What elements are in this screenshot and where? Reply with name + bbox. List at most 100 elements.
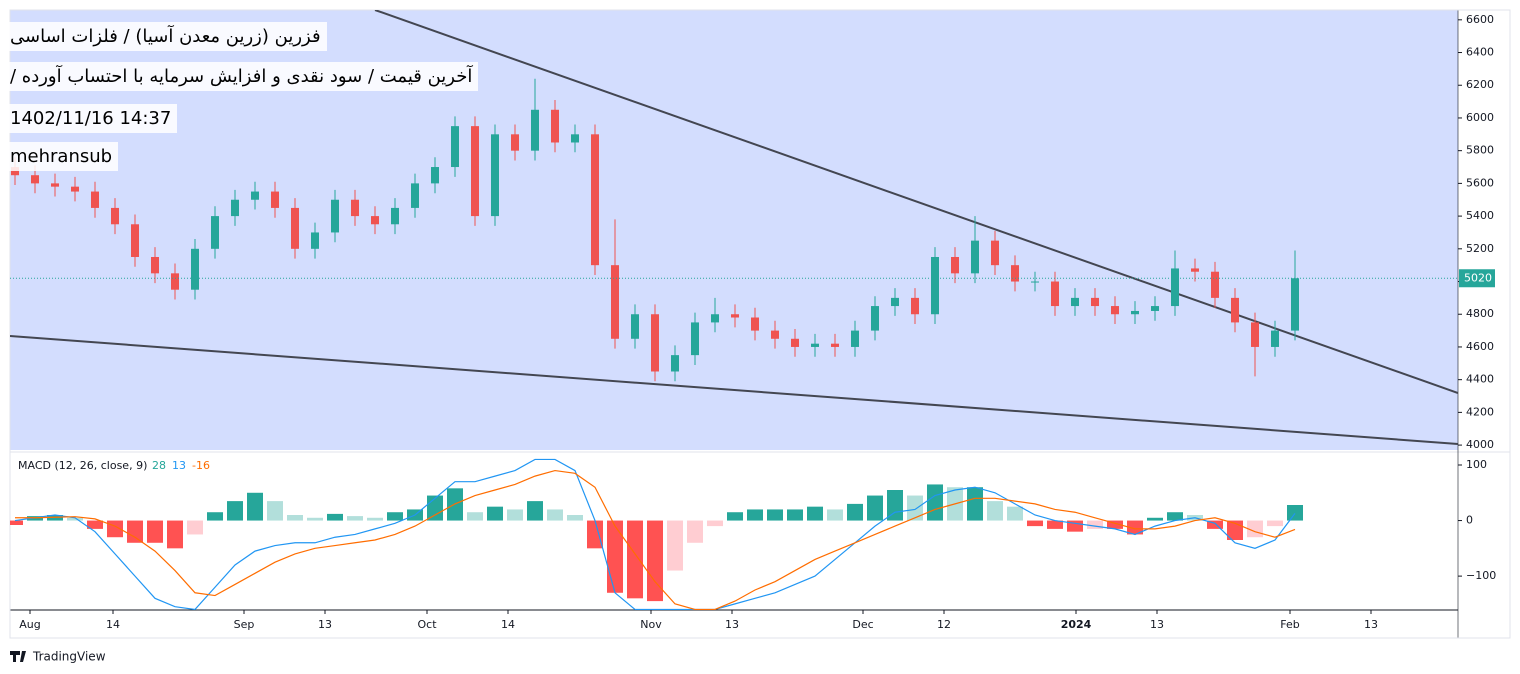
candle-body <box>931 256 939 315</box>
x-tick-label: 13 <box>318 618 332 631</box>
histogram-bar <box>267 501 283 521</box>
histogram-bar <box>1007 506 1023 521</box>
last-price-box <box>1459 269 1495 288</box>
histogram-bar <box>1147 517 1163 521</box>
y-tick-label: 0 <box>1466 514 1473 527</box>
x-tick-label: 14 <box>501 618 515 631</box>
histogram-bar <box>967 487 983 521</box>
x-tick-label: Dec <box>852 618 873 631</box>
candle-body <box>331 199 339 233</box>
histogram-bar <box>787 509 803 521</box>
histogram-bar <box>1207 520 1223 529</box>
histogram-bar <box>927 484 943 521</box>
subtitle: آخرین قیمت / سود نقدی و افزایش سرمایه با… <box>4 62 479 91</box>
x-tick-label: 13 <box>1364 618 1378 631</box>
candle-body <box>1051 281 1059 307</box>
histogram-bar <box>67 517 83 521</box>
y-tick-label: −100 <box>1466 569 1496 582</box>
candle-body <box>431 167 439 184</box>
histogram-bar <box>427 495 443 521</box>
candle-body <box>151 256 159 274</box>
histogram-bar <box>547 509 563 521</box>
histogram-bar <box>227 501 243 521</box>
histogram-bar <box>727 512 743 521</box>
candle-body <box>1091 297 1099 307</box>
y-tick-label: 4800 <box>1466 307 1494 320</box>
candle-body <box>371 216 379 225</box>
title: فزرین (زرین معدن آسیا) / فلزات اساسی <box>4 22 327 51</box>
x-tick-label: Feb <box>1280 618 1299 631</box>
candle-body <box>871 306 879 331</box>
y-tick-label: 5200 <box>1466 242 1494 255</box>
datetime: 1402/11/16 14:37 <box>4 104 178 133</box>
histogram-bar <box>347 516 363 521</box>
candle-body <box>131 224 139 257</box>
x-tick-label: Sep <box>234 618 255 631</box>
y-tick-label: 6200 <box>1466 78 1494 91</box>
histogram-bar <box>467 512 483 521</box>
histogram-bar <box>987 501 1003 521</box>
candle-body <box>171 273 179 290</box>
histogram-bar <box>327 513 343 521</box>
candle-body <box>391 207 399 225</box>
candle-body <box>211 216 219 249</box>
candle-body <box>231 199 239 217</box>
histogram-bar <box>1287 505 1303 521</box>
candle-body <box>411 183 419 208</box>
candle-body <box>491 134 499 217</box>
candle-body <box>851 330 859 347</box>
last-price-label: 5020 <box>1464 271 1492 284</box>
x-tick-label: Oct <box>417 618 437 631</box>
candle-body <box>1031 281 1039 283</box>
candle-body <box>1071 297 1079 307</box>
candle-body <box>611 265 619 339</box>
histogram-bar <box>747 509 763 521</box>
y-tick-label: 4000 <box>1466 438 1494 451</box>
candle-body <box>1171 268 1179 307</box>
histogram-bar <box>587 520 603 549</box>
histogram-bar <box>1087 520 1103 529</box>
histogram-bar <box>1107 520 1123 529</box>
histogram-bar <box>627 520 643 599</box>
candle-body <box>651 314 659 372</box>
macd-plot <box>10 458 1303 610</box>
histogram-bar <box>147 520 163 543</box>
histogram-bar <box>487 506 503 521</box>
macd-line <box>15 469 1296 610</box>
brand[interactable]: TradingView <box>32 650 106 664</box>
candle-body <box>911 297 919 315</box>
candle-body <box>1231 297 1239 323</box>
histogram-bar <box>1267 520 1283 527</box>
histogram-bar <box>707 520 723 527</box>
candle-body <box>1111 306 1119 315</box>
histogram-bar <box>247 492 263 521</box>
candle-body <box>1151 306 1159 311</box>
histogram-bar <box>767 509 783 521</box>
y-tick-label: 100 <box>1466 458 1487 471</box>
logo <box>10 651 26 662</box>
candle-body <box>511 134 519 151</box>
histogram-bar <box>807 506 823 521</box>
trend-line <box>10 335 1458 445</box>
x-tick-label: 14 <box>106 618 120 631</box>
x-tick-label: 12 <box>937 618 951 631</box>
candle-body <box>551 109 559 143</box>
histogram-bar <box>1127 520 1143 535</box>
candle-body <box>711 314 719 323</box>
candle-body <box>1011 265 1019 282</box>
candle-body <box>1291 278 1299 331</box>
y-tick-label: 4600 <box>1466 340 1494 353</box>
candle-body <box>91 191 99 208</box>
candle-body <box>951 256 959 274</box>
candle-body <box>111 207 119 225</box>
macd-title: MACD (12, 26, close, 9) <box>18 459 147 472</box>
y-tick-label: 6400 <box>1466 46 1494 59</box>
candle-body <box>11 167 19 176</box>
histogram-bar <box>567 515 583 521</box>
candle-body <box>631 314 639 339</box>
candle-body <box>571 134 579 143</box>
candle-body <box>271 191 279 208</box>
axes: 4000420044004600480050005200540056005800… <box>19 13 1496 631</box>
histogram-bar <box>187 520 203 535</box>
